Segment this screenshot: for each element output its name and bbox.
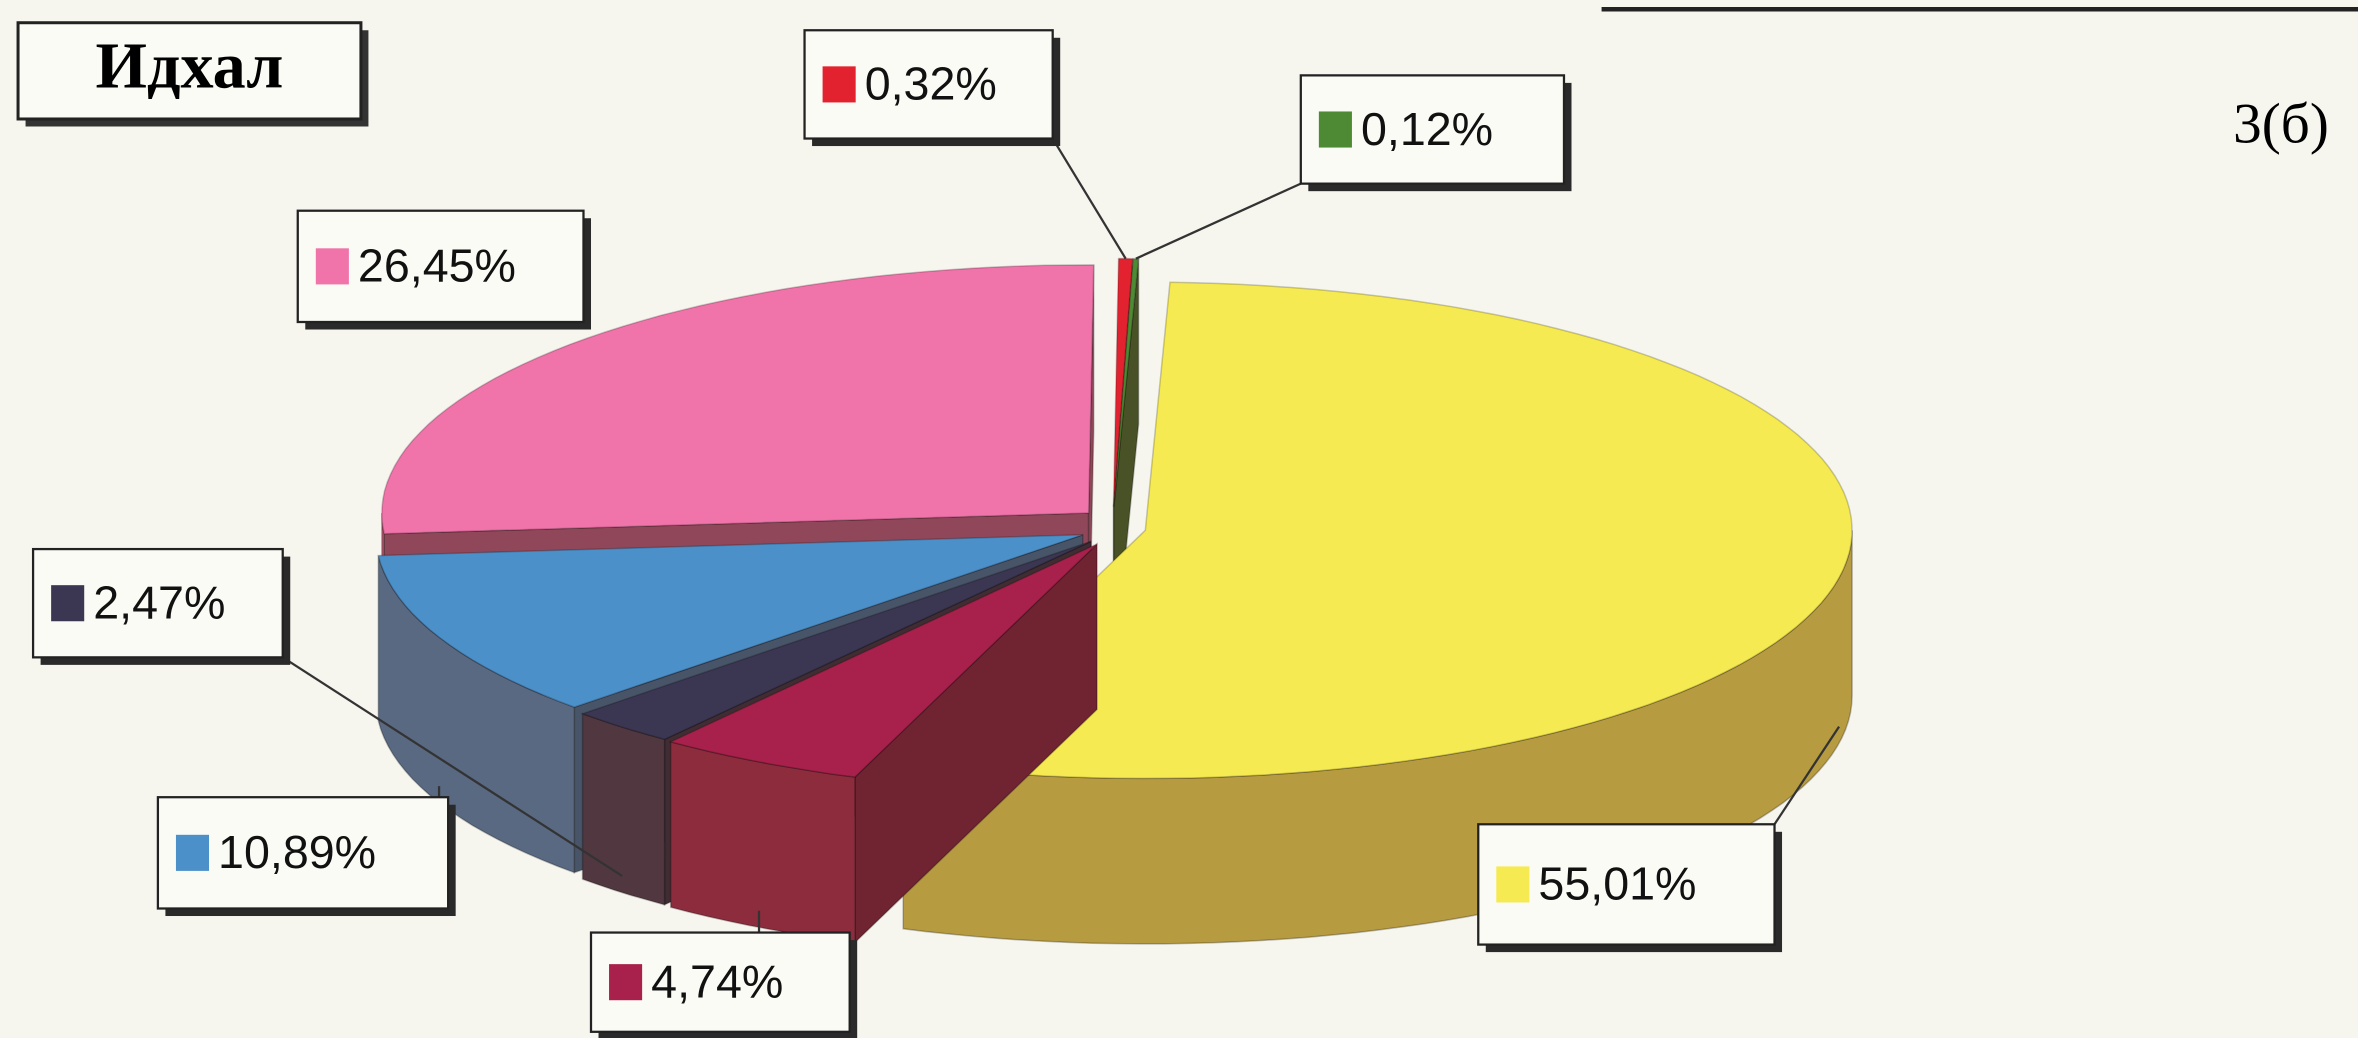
leader-line	[1051, 137, 1127, 260]
data-label: 2,47%	[93, 577, 225, 629]
slice	[668, 543, 1098, 778]
slice	[901, 281, 1853, 780]
label-swatch	[175, 834, 210, 871]
slice	[377, 534, 1083, 708]
label-swatch	[1318, 111, 1352, 148]
slice	[580, 540, 1092, 741]
title-box	[16, 21, 363, 121]
slice	[1113, 257, 1140, 507]
label-swatch	[51, 585, 85, 622]
label-swatch	[315, 248, 349, 285]
label-swatch	[1496, 866, 1530, 903]
leader-line	[1773, 725, 1841, 825]
data-label: 10,89%	[218, 826, 376, 878]
data-label: 55,01%	[1538, 858, 1696, 910]
label-swatch	[822, 66, 856, 103]
leader-line	[282, 656, 623, 877]
leader-line	[1135, 182, 1302, 260]
slice-side	[581, 712, 666, 906]
figure-number: 3(б)	[2233, 93, 2329, 156]
data-label: 26,45%	[358, 240, 516, 292]
label-box	[156, 796, 450, 910]
pie	[377, 257, 1853, 945]
data-label: 0,12%	[1361, 103, 1493, 155]
labels: 55,01% 4,74% 2,47% 10,89% 26,45% 0,32% 0,12%	[31, 29, 1841, 1038]
slice	[381, 264, 1095, 535]
data-label: 4,74%	[651, 955, 783, 1007]
label-swatch	[609, 964, 643, 1001]
data-label: 0,32%	[865, 58, 997, 110]
chart-title: Идхал	[96, 30, 284, 103]
